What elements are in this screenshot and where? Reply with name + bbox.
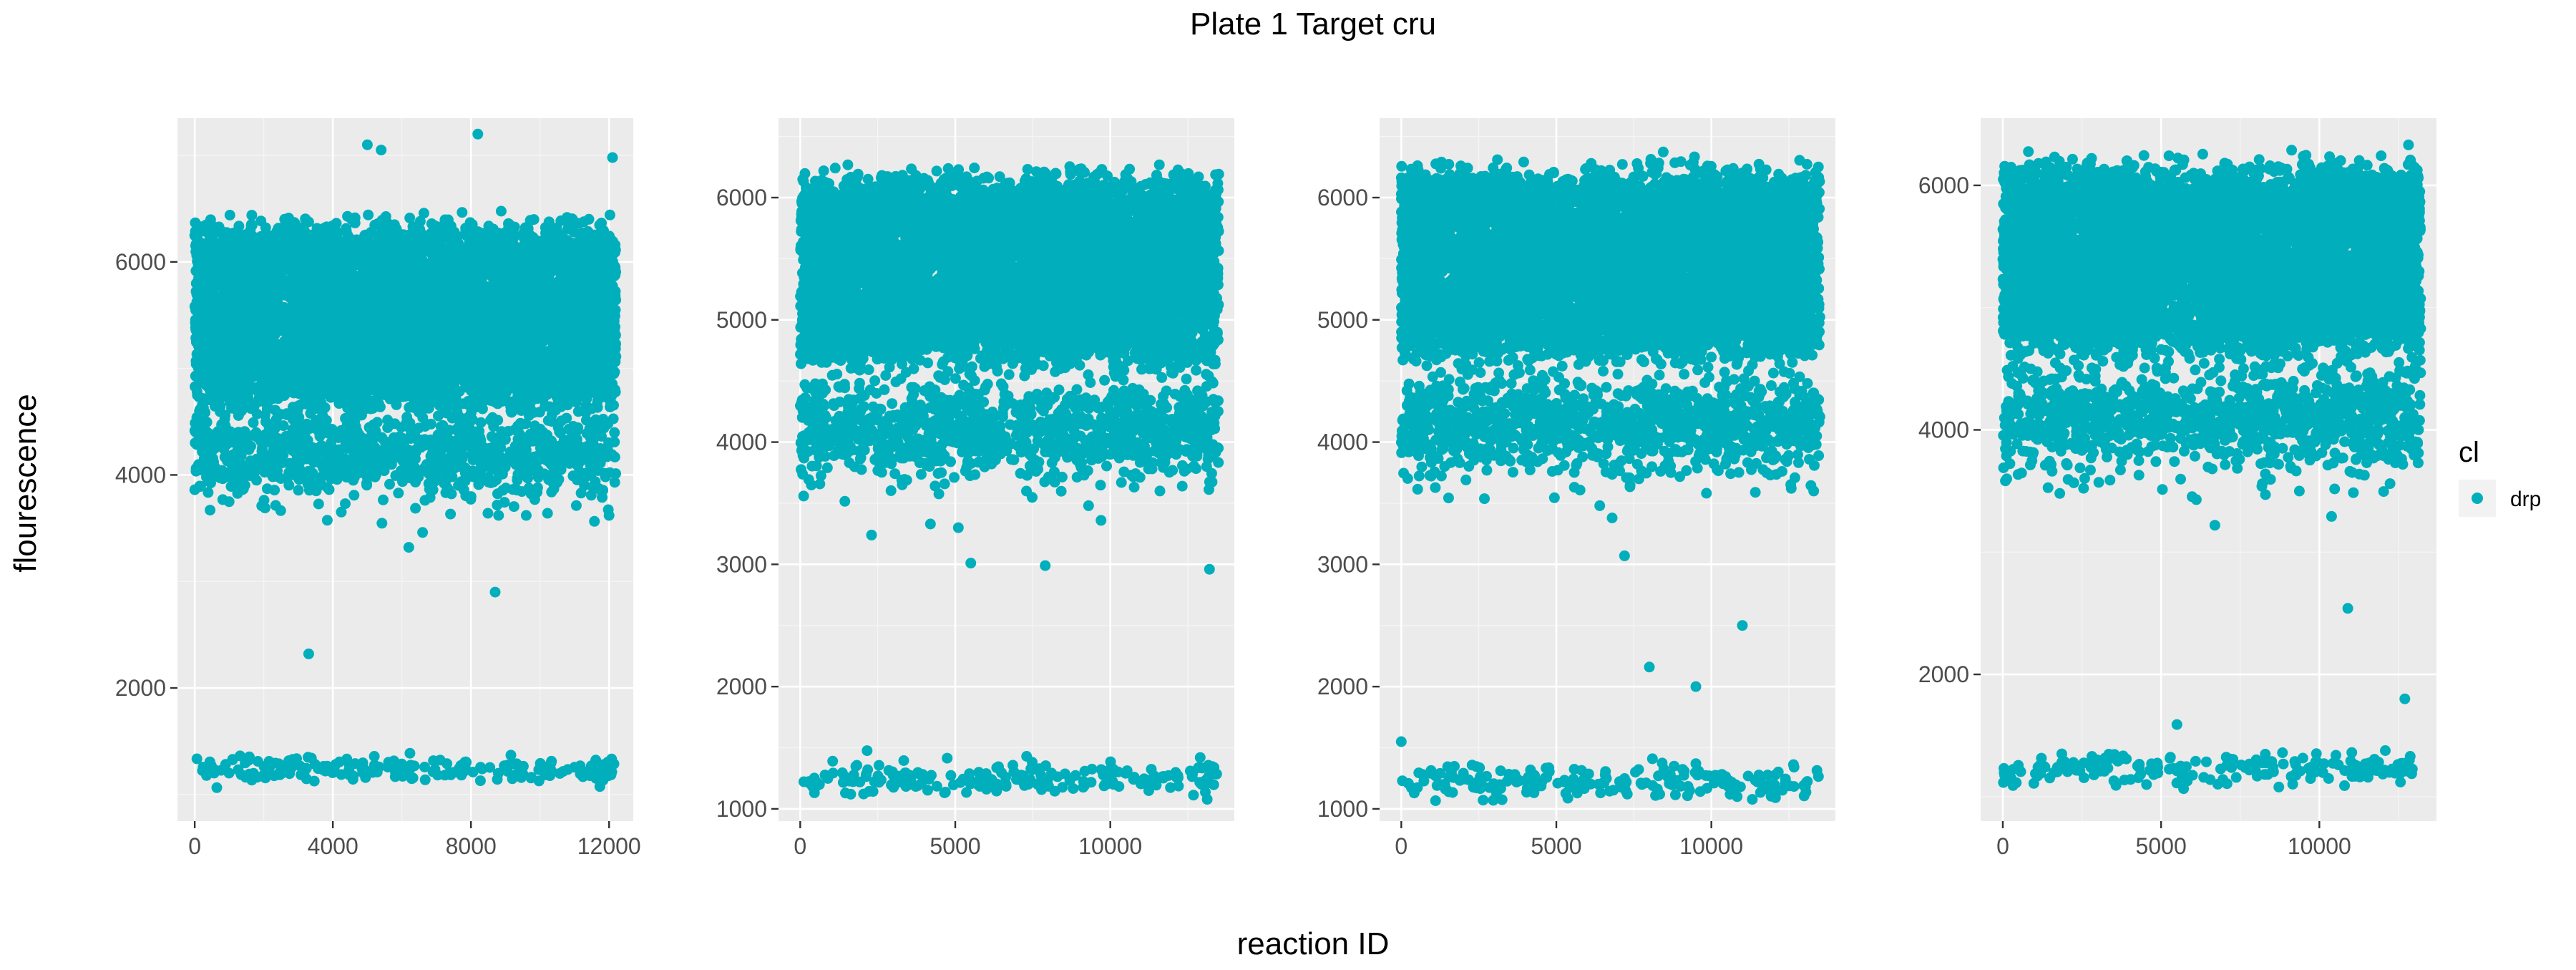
data-point (292, 241, 303, 251)
data-point (194, 225, 205, 236)
data-point (408, 221, 419, 232)
data-point (465, 217, 476, 228)
data-point (304, 282, 315, 293)
data-point (351, 379, 361, 390)
data-point (605, 210, 615, 220)
data-point (532, 322, 543, 333)
data-point (363, 210, 374, 220)
data-point (246, 210, 257, 220)
data-point (515, 304, 526, 314)
data-point (548, 341, 559, 351)
data-point (218, 281, 229, 291)
data-point (434, 359, 444, 369)
data-point (344, 341, 355, 352)
data-point (466, 240, 477, 251)
data-point (512, 393, 523, 404)
data-point (225, 210, 235, 220)
data-point (218, 330, 229, 341)
data-point (549, 315, 560, 326)
data-point (300, 213, 311, 224)
data-point (443, 215, 454, 225)
data-point (496, 206, 507, 217)
data-point (578, 216, 589, 227)
data-point (525, 215, 536, 225)
data-point (415, 245, 426, 256)
data-point (493, 228, 504, 238)
data-point (457, 207, 467, 218)
data-point (344, 261, 355, 271)
data-point (255, 215, 266, 226)
data-point (246, 220, 257, 231)
data-point (341, 223, 351, 234)
data-point (535, 407, 545, 417)
data-point (208, 228, 218, 238)
chart-title: Plate 1 Target cru (1190, 6, 1436, 42)
data-point (358, 299, 369, 310)
data-point (441, 287, 452, 298)
data-point (288, 266, 299, 277)
data-point (596, 218, 607, 228)
data-point (203, 259, 213, 270)
data-point (203, 268, 214, 278)
data-point (322, 357, 333, 367)
data-point (597, 307, 608, 318)
data-point (342, 211, 353, 222)
